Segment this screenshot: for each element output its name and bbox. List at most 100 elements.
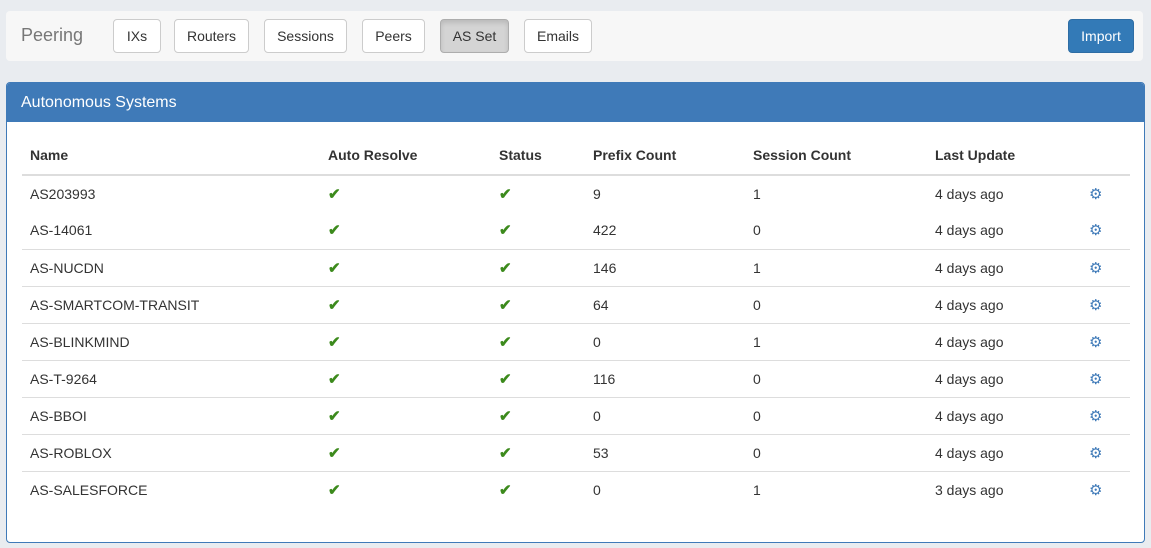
last-update: 4 days ago: [927, 248, 1081, 286]
auto-resolve-cell: ✔: [320, 433, 491, 471]
prefix-count: 0: [585, 396, 745, 434]
as-name[interactable]: AS-NUCDN: [22, 248, 320, 286]
status-cell: ✔: [491, 322, 585, 360]
as-name[interactable]: AS-BBOI: [22, 396, 320, 434]
table-row: AS-ROBLOX ✔ ✔ 53 0 4 days ago ⚙: [22, 433, 1130, 471]
check-icon: ✔: [499, 444, 512, 462]
check-icon: ✔: [499, 296, 512, 314]
session-count: 0: [753, 222, 761, 239]
prefix-count: 0: [585, 470, 745, 508]
actions-cell: ⚙: [1081, 212, 1130, 249]
check-icon: ✔: [328, 481, 341, 499]
nav-peers-button[interactable]: Peers: [362, 19, 425, 53]
as-name[interactable]: AS-SMARTCOM-TRANSIT: [22, 285, 320, 323]
gear-icon[interactable]: ⚙: [1089, 481, 1103, 499]
table-row: AS-BBOI ✔ ✔ 0 0 4 days ago ⚙: [22, 396, 1130, 434]
as-name[interactable]: AS203993: [22, 174, 320, 212]
status-cell: ✔: [491, 433, 585, 471]
column-header: Auto Resolve: [320, 136, 491, 176]
nav-ixs-button[interactable]: IXs: [113, 19, 161, 53]
session-count: 1: [745, 470, 927, 508]
actions-cell: ⚙: [1081, 322, 1130, 360]
check-icon: ✔: [499, 333, 512, 351]
gear-icon[interactable]: ⚙: [1089, 370, 1103, 388]
auto-resolve-cell: ✔: [320, 359, 491, 397]
gear-icon[interactable]: ⚙: [1089, 186, 1103, 203]
column-header: Session Count: [745, 136, 927, 176]
autonomous-systems-panel: Autonomous Systems Name Auto Resolve Statu…: [6, 82, 1145, 543]
actions-cell: ⚙: [1081, 285, 1130, 323]
session-count: 0: [745, 396, 927, 434]
nav-emails-button[interactable]: Emails: [524, 19, 592, 53]
actions-cell: ⚙: [1081, 359, 1130, 397]
prefix-count: 116: [585, 359, 745, 397]
gear-icon[interactable]: ⚙: [1089, 407, 1103, 425]
status-cell: ✔: [491, 212, 585, 249]
auto-resolve-cell: ✔: [320, 470, 491, 508]
column-header-actions: [1081, 136, 1130, 176]
table-row: AS-NUCDN ✔ ✔ 146 1 4 days ago ⚙: [22, 248, 1130, 286]
column-header: Last Update: [927, 136, 1081, 176]
nav-as-set-button[interactable]: AS Set: [440, 19, 509, 53]
as-name[interactable]: AS-BLINKMIND: [22, 322, 320, 360]
actions-cell: ⚙: [1081, 174, 1130, 212]
check-icon: ✔: [328, 186, 341, 203]
last-update: 3 days ago: [927, 470, 1081, 508]
check-icon: ✔: [328, 296, 341, 314]
column-header: Prefix Count: [585, 136, 745, 176]
panel-title: Autonomous Systems: [7, 83, 1144, 122]
as-name[interactable]: AS-14061: [30, 222, 93, 239]
auto-resolve-cell: ✔: [320, 285, 491, 323]
gear-icon[interactable]: ⚙: [1089, 444, 1103, 462]
table-row: AS-14061 ✔ ✔ 422 0 4 days ago ⚙: [22, 212, 1130, 249]
auto-resolve-cell: ✔: [320, 212, 491, 249]
status-cell: ✔: [491, 396, 585, 434]
actions-cell: ⚙: [1081, 470, 1130, 508]
column-header: Status: [491, 136, 585, 176]
check-icon: ✔: [499, 481, 512, 499]
check-icon: ✔: [499, 259, 512, 277]
status-cell: ✔: [491, 359, 585, 397]
gear-icon[interactable]: ⚙: [1089, 333, 1103, 351]
as-name[interactable]: AS-ROBLOX: [22, 433, 320, 471]
status-cell: ✔: [491, 174, 585, 212]
last-update: 4 days ago: [935, 222, 1004, 239]
prefix-count: 9: [585, 174, 745, 212]
check-icon: ✔: [328, 222, 341, 240]
nav-sessions-button[interactable]: Sessions: [264, 19, 347, 53]
as-table: Name Auto Resolve Status Prefix Count Sessio…: [22, 136, 1130, 508]
actions-cell: ⚙: [1081, 433, 1130, 471]
check-icon: ✔: [328, 444, 341, 462]
status-cell: ✔: [491, 470, 585, 508]
check-icon: ✔: [499, 407, 512, 425]
session-count: 1: [745, 174, 927, 212]
table-row: AS-SMARTCOM-TRANSIT ✔ ✔ 64 0 4 days ago …: [22, 285, 1130, 323]
gear-icon[interactable]: ⚙: [1089, 259, 1103, 277]
last-update: 4 days ago: [927, 285, 1081, 323]
check-icon: ✔: [499, 186, 512, 203]
as-name[interactable]: AS-SALESFORCE: [22, 470, 320, 508]
auto-resolve-cell: ✔: [320, 248, 491, 286]
auto-resolve-cell: ✔: [320, 396, 491, 434]
import-button[interactable]: Import: [1068, 19, 1134, 53]
check-icon: ✔: [499, 222, 512, 240]
last-update: 4 days ago: [927, 359, 1081, 397]
session-count: 0: [745, 433, 927, 471]
actions-cell: ⚙: [1081, 248, 1130, 286]
gear-icon[interactable]: ⚙: [1089, 296, 1103, 314]
column-header: Name: [22, 136, 320, 176]
session-count: 0: [745, 359, 927, 397]
check-icon: ✔: [328, 259, 341, 277]
gear-icon[interactable]: ⚙: [1089, 222, 1103, 240]
session-count: 1: [745, 322, 927, 360]
as-name[interactable]: AS-T-9264: [22, 359, 320, 397]
status-cell: ✔: [491, 285, 585, 323]
table-row: AS-SALESFORCE ✔ ✔ 0 1 3 days ago ⚙: [22, 470, 1130, 508]
session-count: 0: [745, 285, 927, 323]
nav-routers-button[interactable]: Routers: [174, 19, 249, 53]
last-update: 4 days ago: [927, 322, 1081, 360]
last-update: 4 days ago: [927, 396, 1081, 434]
table-row: AS-T-9264 ✔ ✔ 116 0 4 days ago ⚙: [22, 359, 1130, 397]
brand[interactable]: Peering: [21, 25, 84, 45]
prefix-count: 146: [585, 248, 745, 286]
